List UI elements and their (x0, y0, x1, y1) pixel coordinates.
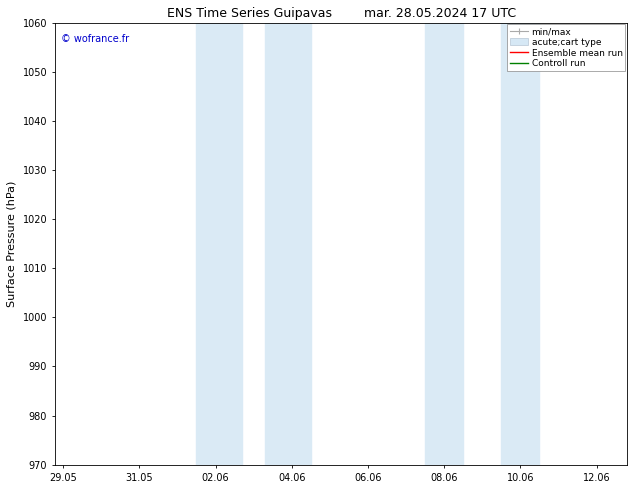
Y-axis label: Surface Pressure (hPa): Surface Pressure (hPa) (7, 180, 17, 307)
Bar (197, 23, 242, 465)
Legend: min/max, acute;cart type, Ensemble mean run, Controll run: min/max, acute;cart type, Ensemble mean … (507, 24, 625, 71)
Text: © wofrance.fr: © wofrance.fr (61, 33, 129, 44)
Bar (265, 23, 311, 465)
Title: ENS Time Series Guipavas        mar. 28.05.2024 17 UTC: ENS Time Series Guipavas mar. 28.05.2024… (167, 7, 516, 20)
Bar (501, 23, 540, 465)
Bar (425, 23, 463, 465)
